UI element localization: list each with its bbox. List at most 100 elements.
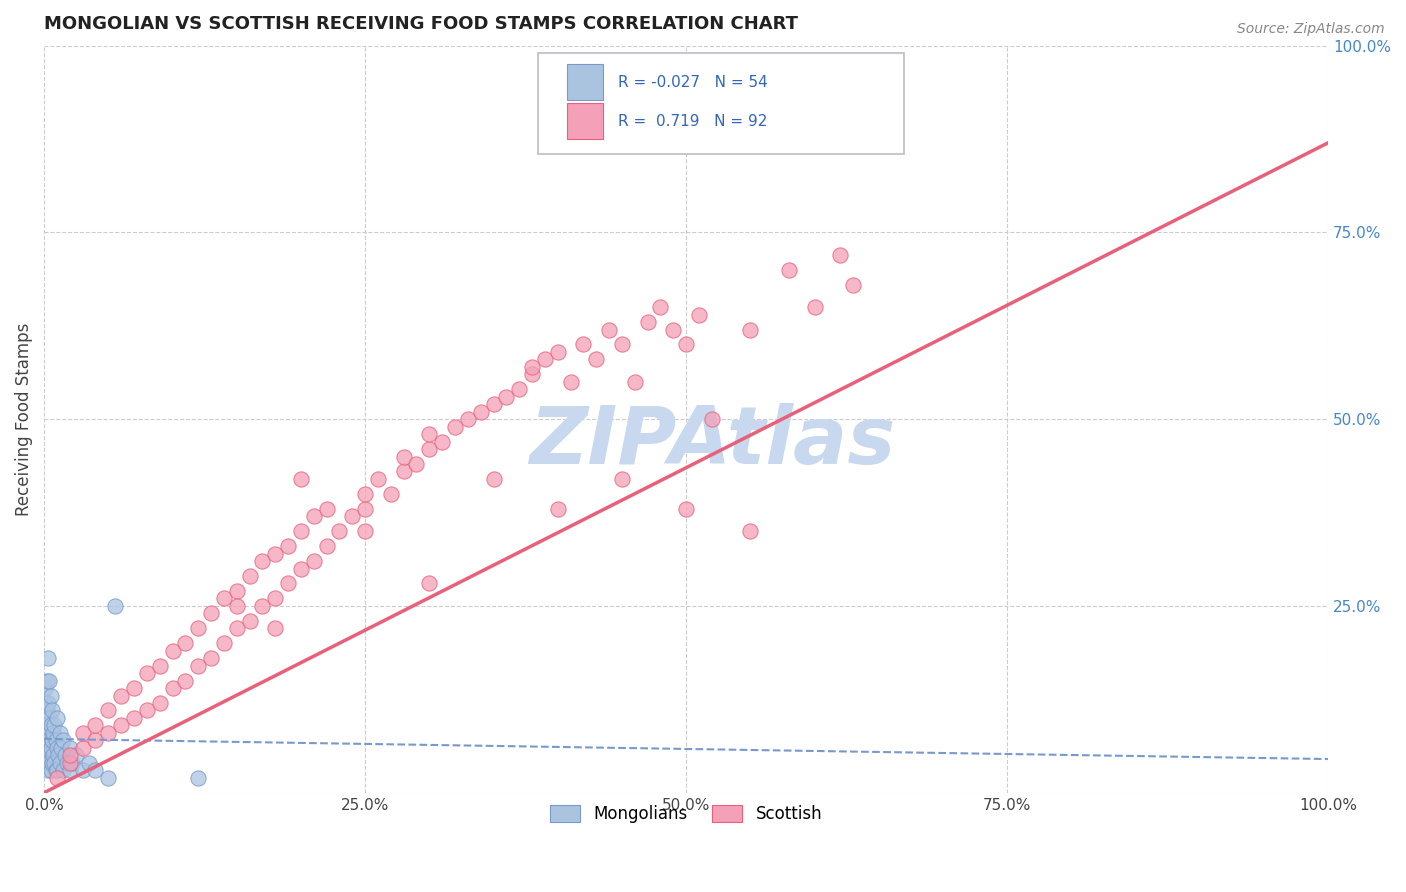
- Point: [162, 644, 184, 658]
- Text: R = -0.027   N = 54: R = -0.027 N = 54: [619, 75, 768, 90]
- Point: [45, 764, 67, 778]
- Point: [84, 718, 107, 732]
- Point: [290, 472, 312, 486]
- Point: [46, 771, 69, 785]
- Point: [60, 756, 83, 770]
- Point: [650, 300, 672, 314]
- Text: Source: ZipAtlas.com: Source: ZipAtlas.com: [1237, 22, 1385, 37]
- Point: [39, 718, 62, 732]
- Point: [122, 681, 145, 695]
- Point: [52, 733, 75, 747]
- Point: [110, 718, 132, 732]
- Point: [174, 673, 197, 688]
- Point: [187, 621, 209, 635]
- Text: MONGOLIAN VS SCOTTISH RECEIVING FOOD STAMPS CORRELATION CHART: MONGOLIAN VS SCOTTISH RECEIVING FOOD STA…: [44, 15, 799, 33]
- Point: [200, 607, 222, 621]
- Point: [53, 748, 76, 763]
- Point: [354, 487, 377, 501]
- Point: [46, 711, 69, 725]
- Point: [59, 764, 82, 778]
- Point: [174, 636, 197, 650]
- Point: [740, 524, 762, 539]
- Point: [212, 591, 235, 606]
- Point: [200, 651, 222, 665]
- Point: [72, 726, 94, 740]
- Point: [354, 524, 377, 539]
- Point: [675, 337, 697, 351]
- Point: [354, 501, 377, 516]
- Point: [84, 733, 107, 747]
- Point: [34, 681, 56, 695]
- Point: [225, 599, 247, 613]
- Point: [41, 756, 63, 770]
- Point: [225, 621, 247, 635]
- Point: [52, 764, 75, 778]
- Point: [585, 352, 607, 367]
- Point: [135, 704, 157, 718]
- Point: [367, 472, 389, 486]
- Point: [38, 733, 60, 747]
- Point: [110, 689, 132, 703]
- Point: [187, 771, 209, 785]
- Point: [84, 764, 107, 778]
- Point: [560, 375, 582, 389]
- Point: [39, 764, 62, 778]
- Point: [35, 673, 58, 688]
- Point: [44, 756, 66, 770]
- Point: [162, 681, 184, 695]
- Point: [187, 658, 209, 673]
- Point: [38, 673, 60, 688]
- Point: [65, 748, 87, 763]
- Point: [302, 509, 325, 524]
- Point: [34, 696, 56, 710]
- Point: [342, 509, 364, 524]
- Point: [38, 711, 60, 725]
- Point: [34, 726, 56, 740]
- Point: [35, 748, 58, 763]
- Point: [48, 726, 70, 740]
- Point: [662, 322, 685, 336]
- Point: [418, 576, 440, 591]
- Point: [72, 740, 94, 755]
- Point: [38, 756, 60, 770]
- Point: [56, 756, 79, 770]
- Point: [740, 322, 762, 336]
- Point: [97, 771, 120, 785]
- Point: [418, 427, 440, 442]
- Point: [290, 524, 312, 539]
- Point: [470, 405, 492, 419]
- Point: [598, 322, 620, 336]
- FancyBboxPatch shape: [567, 64, 603, 100]
- Point: [41, 733, 63, 747]
- Point: [277, 539, 299, 553]
- Legend: Mongolians, Scottish: Mongolians, Scottish: [537, 792, 835, 837]
- Point: [392, 450, 415, 464]
- Point: [520, 359, 543, 374]
- FancyBboxPatch shape: [538, 54, 904, 154]
- Point: [623, 375, 645, 389]
- Point: [392, 465, 415, 479]
- Point: [42, 748, 65, 763]
- Text: ZIPAtlas: ZIPAtlas: [529, 402, 896, 481]
- Point: [37, 696, 59, 710]
- Point: [225, 584, 247, 599]
- Point: [72, 764, 94, 778]
- Point: [104, 599, 127, 613]
- Point: [35, 733, 58, 747]
- Point: [34, 711, 56, 725]
- FancyBboxPatch shape: [567, 103, 603, 139]
- Point: [482, 472, 505, 486]
- Point: [444, 419, 467, 434]
- Point: [44, 718, 66, 732]
- Point: [688, 308, 710, 322]
- Point: [610, 337, 633, 351]
- Point: [290, 561, 312, 575]
- Point: [457, 412, 479, 426]
- Point: [59, 756, 82, 770]
- Point: [39, 689, 62, 703]
- Point: [34, 756, 56, 770]
- Point: [59, 740, 82, 755]
- Point: [405, 457, 427, 471]
- Point: [675, 501, 697, 516]
- Point: [547, 345, 569, 359]
